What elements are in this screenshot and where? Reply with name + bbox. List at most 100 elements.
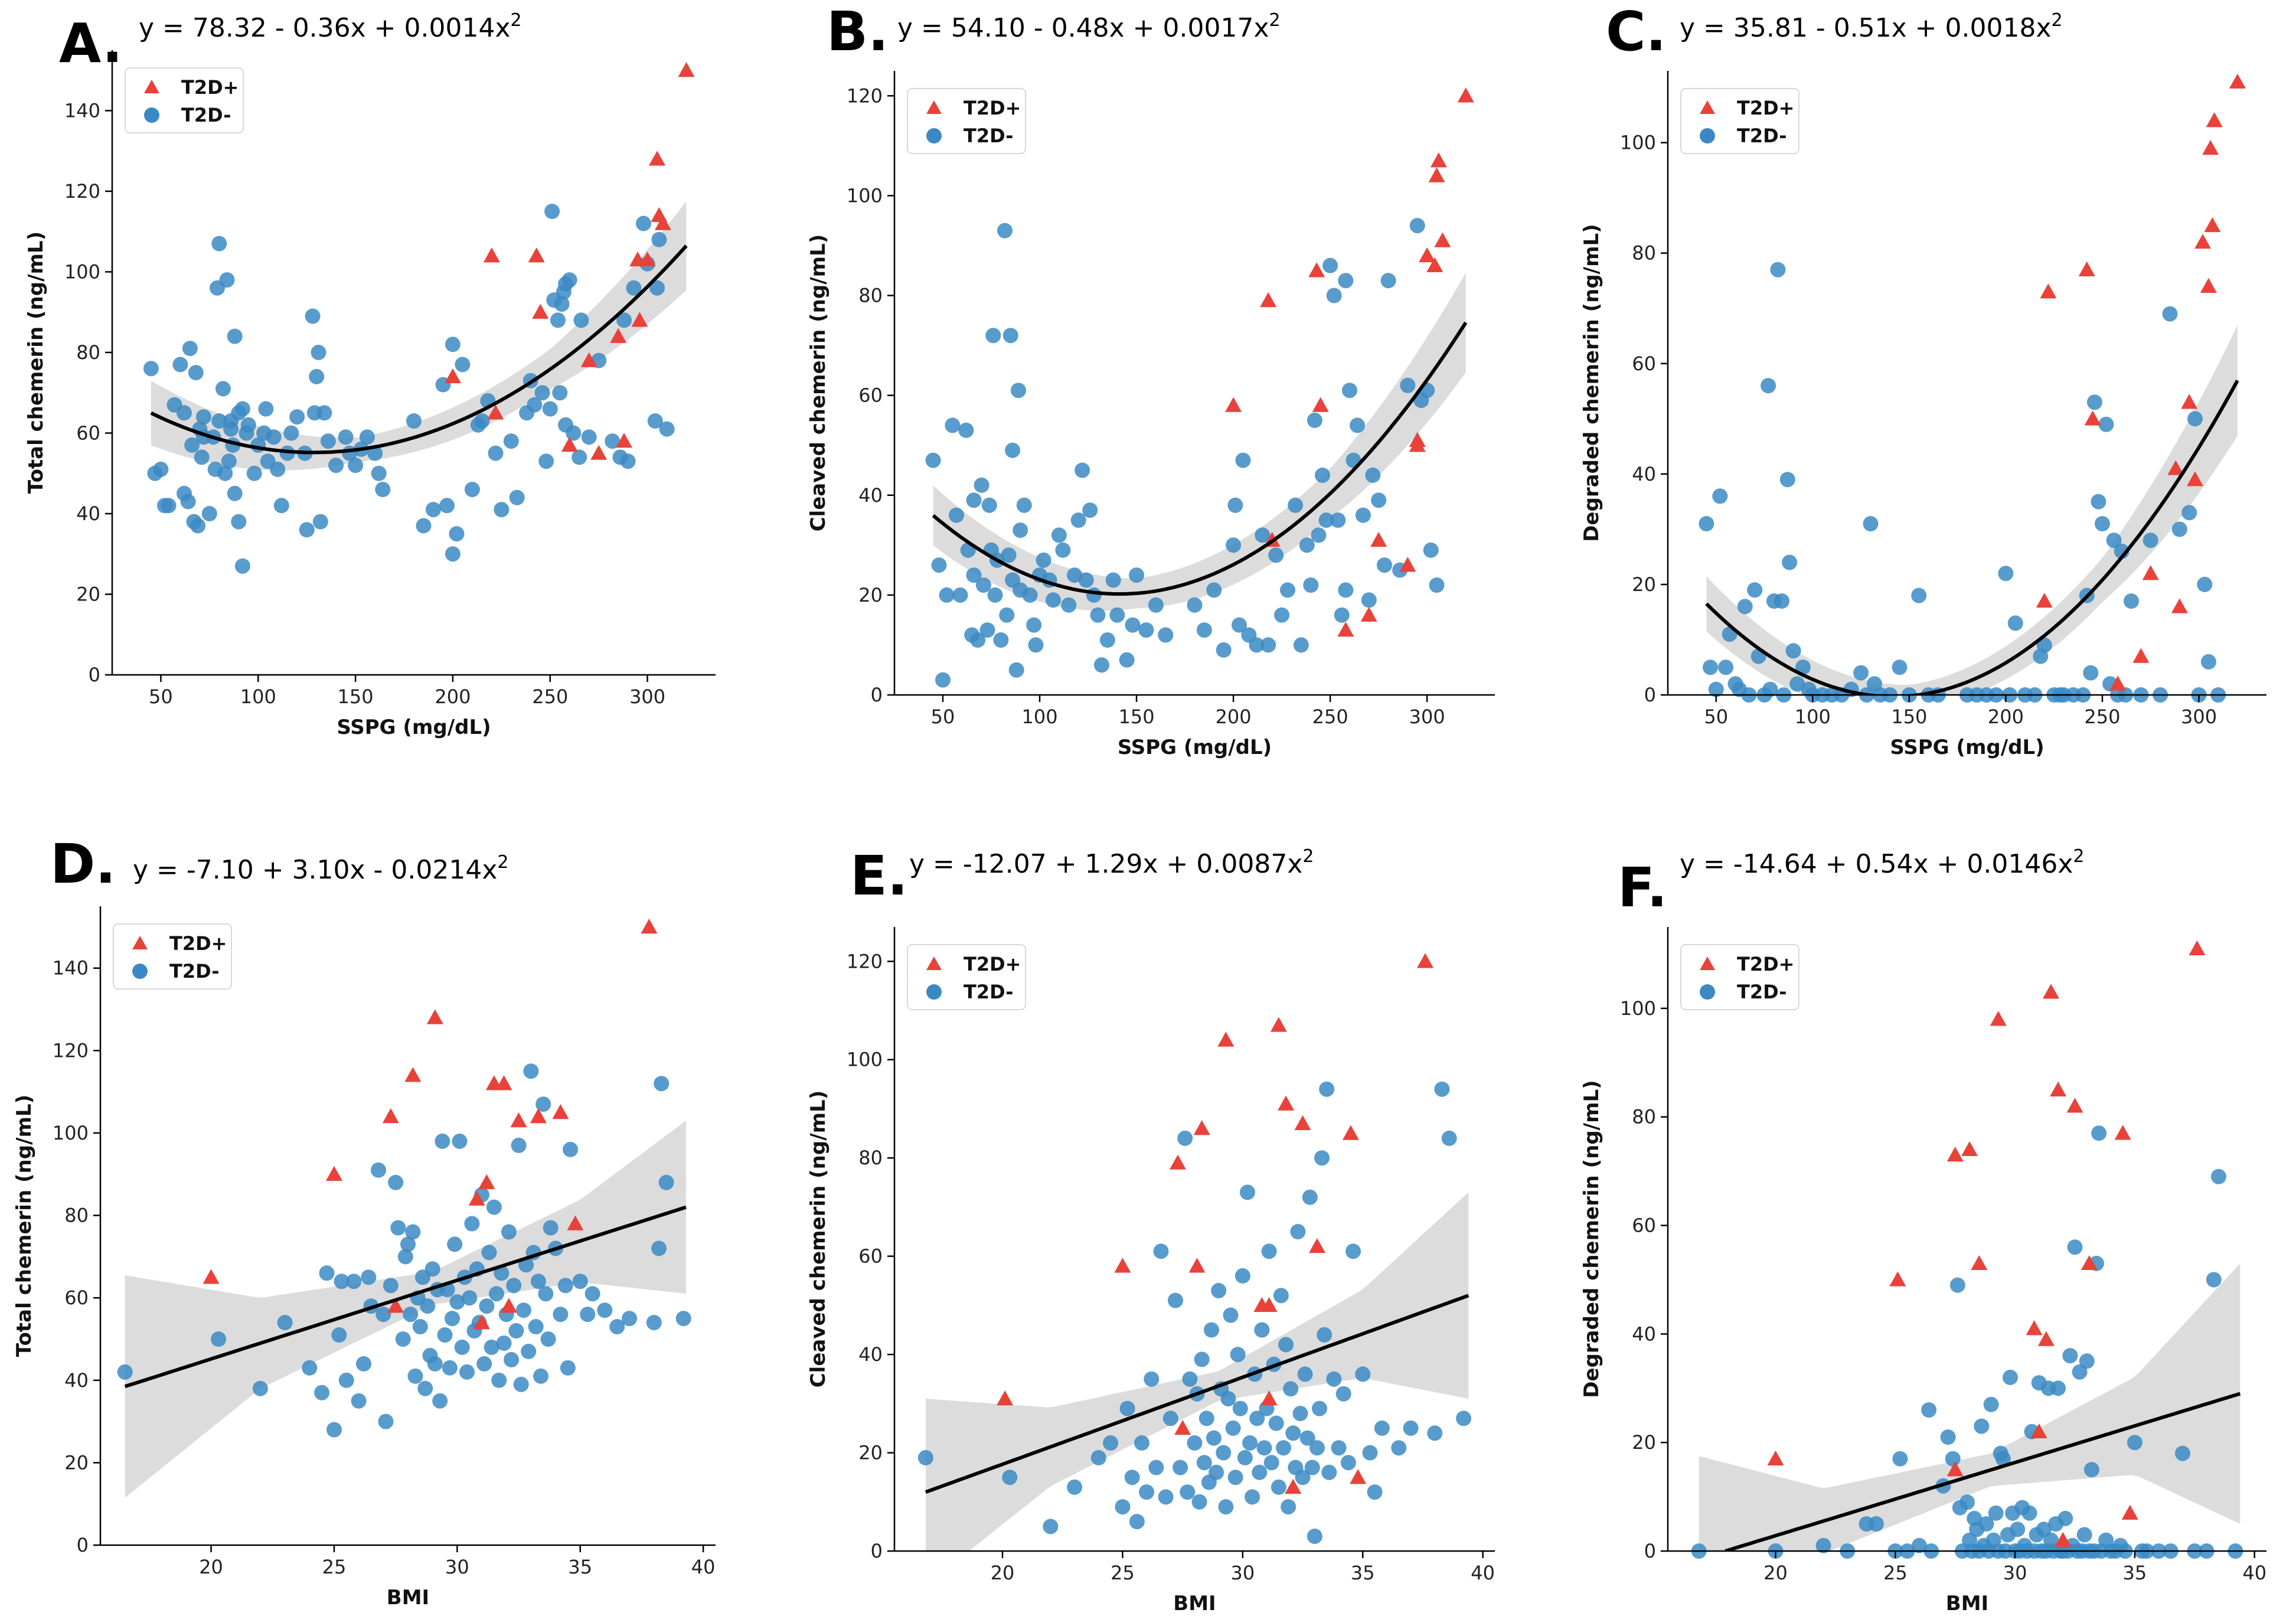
point-t2d-neg bbox=[476, 1356, 492, 1372]
point-t2d-neg bbox=[651, 231, 667, 247]
point-t2d-pos bbox=[387, 1298, 404, 1313]
y-tick-label: 0 bbox=[89, 664, 100, 686]
point-t2d-neg bbox=[528, 1319, 544, 1334]
legend-label-t2d-pos: T2D+ bbox=[964, 953, 1021, 975]
point-t2d-neg bbox=[459, 1364, 475, 1380]
point-t2d-pos bbox=[2229, 73, 2246, 89]
point-t2d-neg bbox=[277, 1315, 293, 1330]
point-t2d-neg bbox=[636, 216, 651, 231]
fit-equation-exponent: 2 bbox=[1302, 846, 1314, 867]
legend-marker-t2d-pos bbox=[926, 956, 942, 970]
point-t2d-neg bbox=[1162, 1411, 1178, 1426]
x-tick-label: 250 bbox=[2084, 706, 2120, 728]
point-t2d-neg bbox=[1273, 1288, 1289, 1304]
point-t2d-neg bbox=[1338, 582, 1354, 598]
point-t2d-pos bbox=[1193, 1120, 1210, 1135]
point-t2d-neg bbox=[1196, 1455, 1212, 1471]
x-tick-label: 20 bbox=[1763, 1562, 1788, 1584]
point-t2d-neg bbox=[2076, 1527, 2092, 1543]
point-t2d-neg bbox=[1978, 1516, 1994, 1532]
point-t2d-neg bbox=[316, 405, 332, 421]
point-t2d-neg bbox=[375, 1307, 391, 1323]
point-t2d-neg bbox=[506, 1278, 522, 1294]
point-t2d-pos bbox=[2081, 1255, 2098, 1271]
point-t2d-neg bbox=[2083, 665, 2099, 681]
fit-equation: y = 35.81 - 0.51x + 0.0018x2 bbox=[1680, 10, 2063, 43]
point-t2d-neg bbox=[1712, 488, 1728, 504]
point-t2d-neg bbox=[1177, 1130, 1193, 1146]
point-t2d-neg bbox=[390, 1220, 406, 1236]
point-t2d-pos bbox=[649, 151, 666, 166]
point-t2d-neg bbox=[2003, 1369, 2018, 1385]
fit-equation-exponent: 2 bbox=[2052, 10, 2063, 31]
point-t2d-neg bbox=[1220, 1391, 1236, 1406]
point-t2d-neg bbox=[513, 1376, 529, 1392]
point-t2d-neg bbox=[1242, 1435, 1258, 1451]
point-t2d-pos bbox=[1312, 397, 1329, 412]
point-t2d-neg bbox=[1361, 592, 1377, 608]
fit-equation-exponent: 2 bbox=[1269, 10, 1281, 31]
point-t2d-neg bbox=[1299, 1430, 1315, 1446]
x-tick-label: 300 bbox=[629, 685, 665, 708]
point-t2d-pos bbox=[487, 404, 504, 420]
x-tick-label: 30 bbox=[2003, 1562, 2027, 1584]
legend-marker-t2d-neg bbox=[926, 984, 942, 1000]
point-t2d-neg bbox=[1158, 1489, 1174, 1505]
point-t2d-neg bbox=[312, 514, 328, 530]
point-t2d-neg bbox=[252, 1380, 268, 1396]
point-t2d-neg bbox=[1377, 557, 1392, 573]
point-t2d-neg bbox=[1002, 1470, 1018, 1486]
point-t2d-neg bbox=[1218, 1499, 1234, 1515]
y-tick-label: 120 bbox=[847, 950, 883, 972]
point-t2d-neg bbox=[188, 365, 204, 381]
point-t2d-neg bbox=[997, 223, 1013, 239]
fit-equation: y = -12.07 + 1.29x + 0.0087x2 bbox=[909, 846, 1314, 879]
point-t2d-neg bbox=[1016, 497, 1032, 513]
point-t2d-pos bbox=[2142, 565, 2159, 580]
point-t2d-neg bbox=[314, 1385, 330, 1400]
x-axis-label: SSPG (mg/dL) bbox=[1890, 736, 2044, 759]
point-t2d-neg bbox=[1254, 1322, 1270, 1338]
y-tick-label: 40 bbox=[76, 502, 100, 525]
y-tick-label: 80 bbox=[76, 341, 100, 364]
point-t2d-neg bbox=[2197, 576, 2213, 592]
point-t2d-neg bbox=[985, 328, 1001, 344]
point-t2d-pos bbox=[2121, 1504, 2138, 1520]
point-t2d-pos bbox=[325, 1166, 342, 1181]
point-t2d-pos bbox=[1434, 232, 1451, 247]
point-t2d-neg bbox=[1795, 660, 1811, 675]
point-t2d-neg bbox=[572, 1274, 588, 1289]
confidence-band bbox=[1699, 1263, 2241, 1551]
point-t2d-neg bbox=[1303, 577, 1319, 593]
point-t2d-neg bbox=[2021, 1505, 2037, 1521]
point-t2d-neg bbox=[320, 433, 336, 449]
point-t2d-neg bbox=[571, 449, 587, 465]
point-t2d-neg bbox=[455, 357, 471, 373]
x-tick-label: 100 bbox=[1795, 706, 1831, 728]
point-t2d-neg bbox=[1234, 1268, 1250, 1284]
point-t2d-neg bbox=[234, 401, 250, 417]
y-tick-label: 20 bbox=[1632, 1431, 1656, 1454]
point-t2d-neg bbox=[1290, 1224, 1306, 1239]
point-t2d-neg bbox=[1074, 462, 1090, 478]
point-t2d-neg bbox=[1299, 537, 1315, 553]
point-t2d-pos bbox=[2042, 984, 2059, 999]
confidence-band bbox=[933, 272, 1466, 611]
point-t2d-neg bbox=[1779, 472, 1795, 488]
point-t2d-pos bbox=[1990, 1011, 2007, 1026]
point-t2d-pos bbox=[2181, 394, 2198, 409]
point-t2d-neg bbox=[1280, 582, 1295, 598]
legend-marker-t2d-pos bbox=[144, 80, 159, 93]
point-t2d-neg bbox=[1949, 1277, 1965, 1293]
point-t2d-neg bbox=[1304, 1460, 1320, 1475]
point-t2d-pos bbox=[500, 1298, 517, 1313]
point-t2d-neg bbox=[974, 477, 989, 493]
point-t2d-neg bbox=[535, 1096, 551, 1112]
point-t2d-neg bbox=[1338, 273, 1354, 289]
point-t2d-neg bbox=[2171, 521, 2187, 537]
point-t2d-pos bbox=[1260, 1297, 1278, 1313]
point-t2d-neg bbox=[2181, 505, 2197, 521]
legend-marker-t2d-pos bbox=[1700, 956, 1715, 970]
point-t2d-neg bbox=[1311, 527, 1327, 543]
